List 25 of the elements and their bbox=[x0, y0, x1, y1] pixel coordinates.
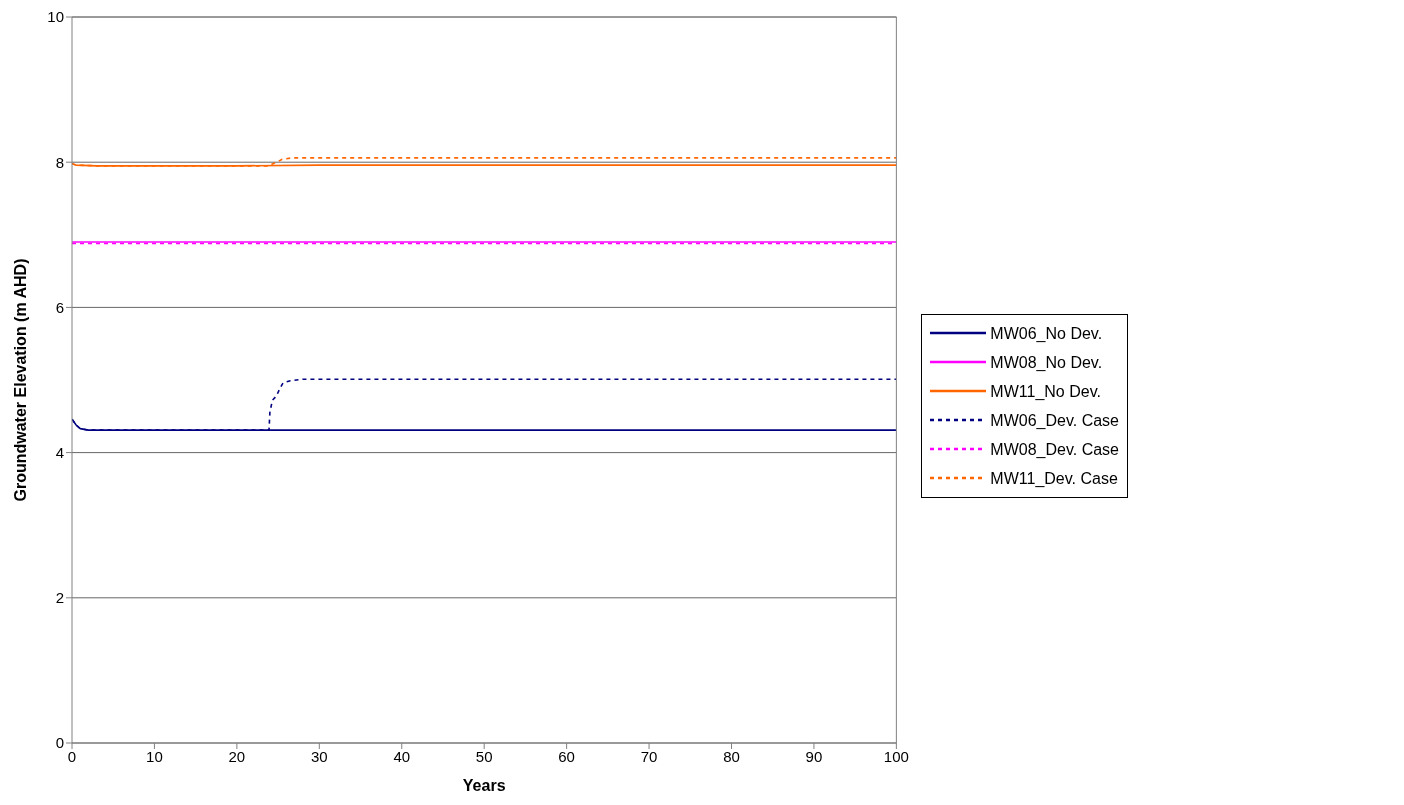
x-tick-label: 10 bbox=[146, 747, 163, 765]
x-axis-title: Years bbox=[462, 777, 506, 794]
legend-label: MW08_No Dev. bbox=[990, 352, 1103, 373]
legend-label: MW06_Dev. Case bbox=[990, 410, 1119, 431]
x-tick-label: 50 bbox=[475, 747, 493, 765]
y-tick-label: 0 bbox=[55, 734, 64, 752]
legend-label: MW11_No Dev. bbox=[990, 381, 1101, 402]
y-axis-title: Groundwater Elevation (m AHD) bbox=[11, 258, 29, 502]
y-tick-label: 2 bbox=[55, 589, 64, 607]
legend-label: MW08_Dev. Case bbox=[990, 439, 1119, 460]
y-tick-label: 10 bbox=[47, 8, 64, 26]
x-tick-label: 100 bbox=[883, 747, 909, 765]
legend-label: MW06_No Dev. bbox=[990, 323, 1103, 344]
x-tick-label: 40 bbox=[393, 747, 411, 765]
y-tick-label: 4 bbox=[55, 443, 64, 461]
x-tick-label: 30 bbox=[310, 747, 328, 765]
y-tick-label: 6 bbox=[55, 298, 64, 316]
x-tick-label: 70 bbox=[640, 747, 658, 765]
x-tick-label: 60 bbox=[558, 747, 575, 765]
x-tick-label: 20 bbox=[228, 747, 246, 765]
x-tick-label: 90 bbox=[805, 747, 823, 765]
y-tick-label: 8 bbox=[55, 153, 64, 171]
legend-label: MW11_Dev. Case bbox=[990, 468, 1118, 489]
x-tick-label: 0 bbox=[67, 747, 77, 765]
x-tick-label: 80 bbox=[723, 747, 740, 765]
